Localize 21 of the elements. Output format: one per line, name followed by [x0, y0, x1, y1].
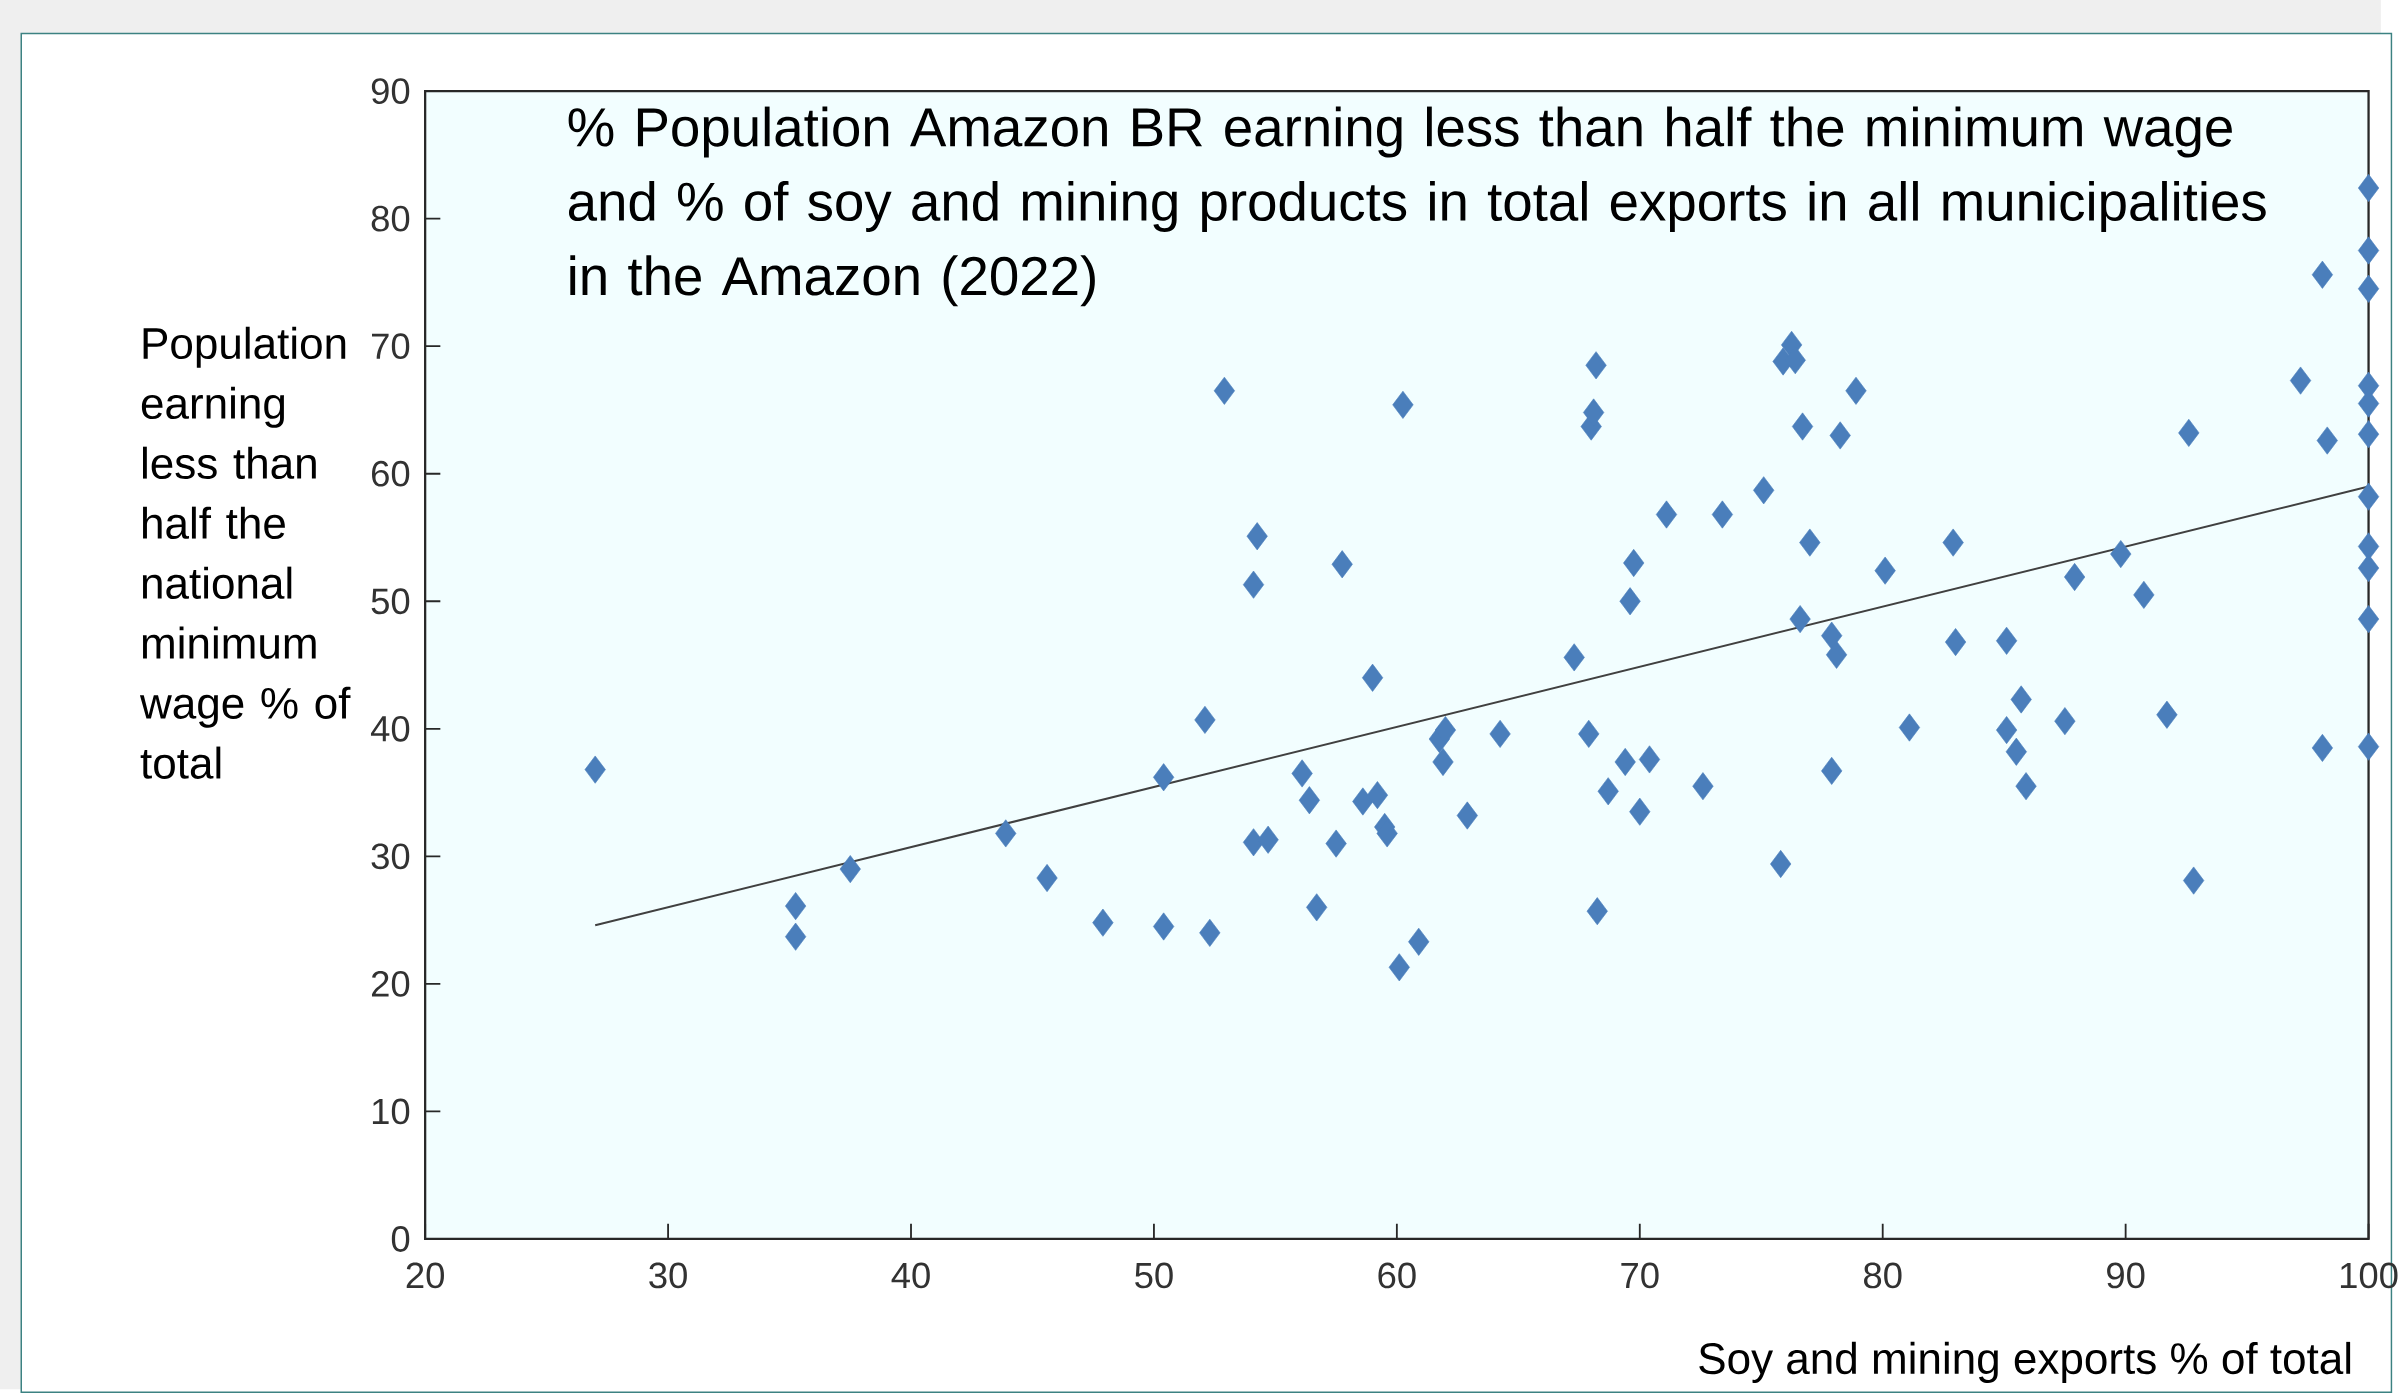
x-tick-label: 70 [1621, 1262, 1659, 1289]
y-tick-label: 20 [371, 970, 410, 997]
y-tick-label: 80 [371, 205, 410, 232]
y-tick-label: 10 [372, 1098, 410, 1125]
y-tick-label: 70 [372, 333, 410, 360]
y-tick-label: 60 [372, 460, 410, 487]
x-tick-label: 90 [2107, 1262, 2145, 1289]
y-axis-title: Population earning less than half the national minimum wage % of total [139, 326, 351, 779]
y-tick-label: 90 [371, 78, 410, 104]
x-tick-label: 40 [891, 1262, 930, 1289]
x-tick-label: 50 [1135, 1262, 1173, 1289]
y-tick-label: 0 [391, 1226, 410, 1252]
y-tick-label: 40 [370, 715, 410, 742]
x-tick-label: 80 [1864, 1262, 1902, 1289]
x-tick-label: 60 [1378, 1262, 1416, 1289]
x-tick-label: 30 [649, 1262, 687, 1289]
x-tick-label: 20 [406, 1262, 444, 1289]
text: % Population Amazon BR earning less than half the minimum wage and % of soy and mining products in total exports in all municipalities in the Amazon (2022) [568, 106, 2266, 307]
y-tick-label: 50 [371, 588, 410, 615]
y-tick-label: 30 [371, 843, 410, 870]
x-axis-title: Soy and mining exports % of total [1699, 1341, 2351, 1383]
